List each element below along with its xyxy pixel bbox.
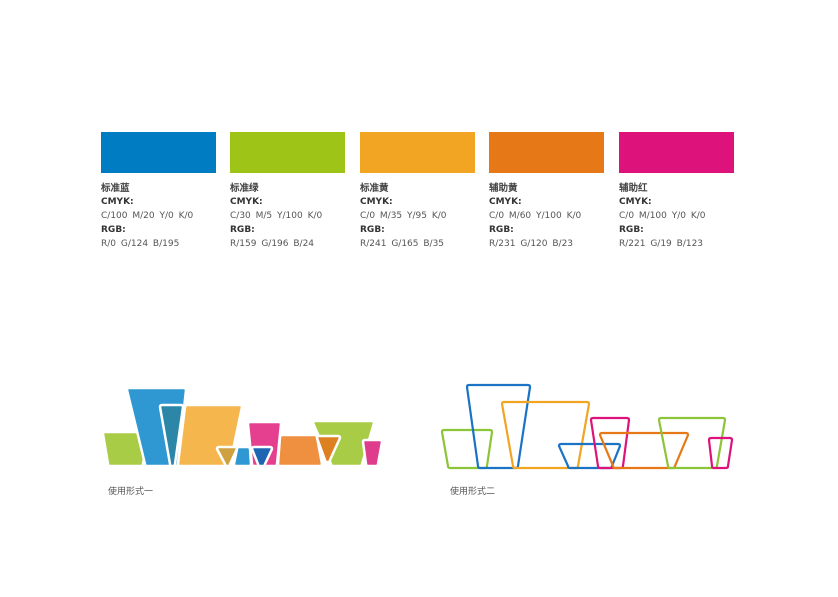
- cmyk-label: CMYK:: [230, 197, 263, 207]
- color-name: 标准绿: [230, 183, 259, 194]
- color-swatch-card: 标准蓝 CMYK: C/100 M/20 Y/0 K/0 RGB: R/0 G/…: [101, 132, 216, 251]
- cmyk-label: CMYK:: [619, 197, 652, 207]
- cmyk-value: C/0 M/100 Y/0 K/0: [619, 211, 706, 221]
- cmyk-label: CMYK:: [101, 197, 134, 207]
- trapezoid-shape: [557, 442, 622, 470]
- rgb-label: RGB:: [101, 225, 126, 235]
- color-swatch-card: 辅助红 CMYK: C/0 M/100 Y/0 K/0 RGB: R/221 G…: [619, 132, 734, 251]
- rgb-label: RGB:: [489, 225, 514, 235]
- form2-caption: 使用形式二: [450, 487, 496, 497]
- rgb-label: RGB:: [360, 225, 385, 235]
- trapezoid-shape: [250, 445, 274, 468]
- color-name: 辅助黄: [489, 183, 518, 194]
- rgb-label: RGB:: [230, 225, 255, 235]
- usage-form-1-graphic: [101, 386, 384, 468]
- color-swatch-card: 标准绿 CMYK: C/30 M/5 Y/100 K/0 RGB: R/159 …: [230, 132, 345, 251]
- trapezoid-shape: [465, 383, 532, 470]
- trapezoid-shape: [276, 433, 324, 468]
- cmyk-value: C/0 M/60 Y/100 K/0: [489, 211, 582, 221]
- color-swatch: [489, 132, 604, 173]
- cmyk-value: C/100 M/20 Y/0 K/0: [101, 211, 194, 221]
- color-swatch: [230, 132, 345, 173]
- cmyk-value: C/0 M/35 Y/95 K/0: [360, 211, 447, 221]
- rgb-value: R/159 G/196 B/24: [230, 239, 315, 249]
- rgb-value: R/221 G/19 B/123: [619, 239, 704, 249]
- trapezoid-shape: [158, 403, 185, 468]
- rgb-value: R/0 G/124 B/195: [101, 239, 180, 249]
- trapezoid-shape: [232, 445, 253, 468]
- color-swatch: [360, 132, 475, 173]
- color-swatch: [619, 132, 734, 173]
- color-swatch-card: 辅助黄 CMYK: C/0 M/60 Y/100 K/0 RGB: R/231 …: [489, 132, 604, 251]
- color-name: 标准蓝: [101, 183, 130, 194]
- cmyk-value: C/30 M/5 Y/100 K/0: [230, 211, 323, 221]
- rgb-label: RGB:: [619, 225, 644, 235]
- rgb-value: R/231 G/120 B/23: [489, 239, 574, 249]
- trapezoid-shape: [315, 434, 342, 464]
- color-name: 辅助红: [619, 183, 648, 194]
- color-name: 标准黄: [360, 183, 389, 194]
- rgb-value: R/241 G/165 B/35: [360, 239, 445, 249]
- trapezoid-shape: [707, 436, 734, 470]
- cmyk-label: CMYK:: [360, 197, 393, 207]
- color-swatch-card: 标准黄 CMYK: C/0 M/35 Y/95 K/0 RGB: R/241 G…: [360, 132, 475, 251]
- form1-caption: 使用形式一: [108, 487, 154, 497]
- trapezoid-shape: [657, 416, 727, 470]
- cmyk-label: CMYK:: [489, 197, 522, 207]
- usage-form-2-graphic: [440, 383, 734, 470]
- trapezoid-shape: [361, 438, 384, 468]
- color-swatch: [101, 132, 216, 173]
- trapezoid-shape: [500, 400, 591, 470]
- trapezoid-shape: [440, 428, 494, 470]
